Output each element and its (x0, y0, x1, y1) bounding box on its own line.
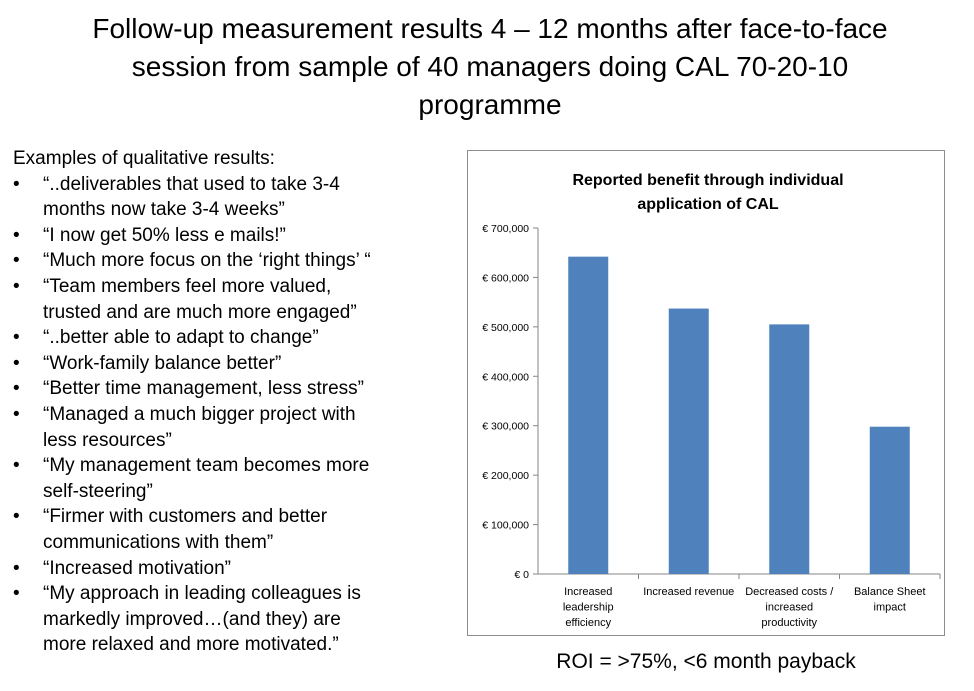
bullet-marker: • (13, 506, 20, 528)
x-category-label: Increased (564, 586, 612, 598)
qualitative-results-panel: Examples of qualitative results: • “..del… (13, 146, 453, 658)
quote-list-item: • “I now get 50% less e mails!” (13, 223, 453, 249)
bullet-marker: • (13, 455, 20, 477)
quote-list-item: • “..deliverables that used to take 3-4 mo… (13, 172, 453, 223)
quote-list-item: • “Better time management, less stress” (13, 376, 453, 402)
x-category-label: impact (874, 602, 906, 614)
quote-text-line: “Managed a much bigger project with (43, 403, 356, 425)
quote-text-line: “..deliverables that used to take 3-4 (43, 173, 340, 195)
quote-list-item: • “Managed a much bigger project with less… (13, 402, 453, 453)
quote-text-line: trusted and are much more engaged” (43, 301, 357, 323)
x-category-label: Decreased costs / (745, 586, 834, 598)
quote-text-line: markedly improved…(and they) are (43, 608, 341, 630)
chart-container: Reported benefit through individual appli… (467, 150, 945, 636)
x-category-label: Balance Sheet (854, 586, 926, 598)
y-tick-label: € 100,000 (482, 520, 529, 532)
y-tick-label: € 600,000 (482, 272, 529, 284)
quote-text-line: “Much more focus on the ‘right things’ “ (43, 250, 371, 272)
x-category-label: leadership (563, 602, 614, 614)
quote-text-line: “Firmer with customers and better (43, 506, 328, 528)
bullet-marker: • (13, 327, 20, 349)
slide-title-line: programme (418, 89, 562, 120)
quote-list-item: • “My approach in leading colleagues is ma… (13, 581, 453, 658)
quote-text-line: self-steering” (43, 480, 153, 502)
quote-list-item: • “Work-family balance better” (13, 351, 453, 377)
quote-text-line: “Work-family balance better” (43, 352, 282, 374)
x-category-label: efficiency (565, 617, 611, 629)
quote-list-item: • “Increased motivation” (13, 556, 453, 582)
bullet-marker: • (13, 557, 20, 579)
bullet-marker: • (13, 275, 20, 297)
quote-text-line: “My management team becomes more (43, 455, 370, 477)
quote-text-line: more relaxed and more motivated.” (43, 634, 339, 656)
bullet-marker: • (13, 583, 20, 605)
quote-text-line: “..better able to adapt to change” (43, 327, 319, 349)
slide-title-line: Follow-up measurement results 4 – 12 mon… (92, 13, 888, 44)
bar (668, 308, 709, 574)
qualitative-intro: Examples of qualitative results: (13, 148, 275, 169)
chart-title-line: application of CAL (637, 196, 779, 213)
benefit-bar-chart: Reported benefit through individual appli… (482, 172, 941, 629)
roi-summary: ROI = >75%, <6 month payback (556, 650, 856, 673)
bullet-marker: • (13, 403, 20, 425)
quote-list-item: • “Much more focus on the ‘right things’ … (13, 248, 453, 274)
bullet-marker: • (13, 250, 20, 272)
quote-text-line: “My approach in leading colleagues is (43, 583, 361, 605)
y-tick-label: € 400,000 (482, 371, 529, 383)
x-category-label: productivity (761, 617, 817, 629)
y-tick-label: € 700,000 (482, 223, 529, 235)
quote-list-item: • “Team members feel more valued, trusted … (13, 274, 453, 325)
bar (769, 324, 810, 574)
quote-list-item: • “..better able to adapt to change” (13, 325, 453, 351)
quote-text-line: communications with them” (43, 531, 274, 553)
quote-text-line: “Better time management, less stress” (43, 378, 364, 400)
bullet-marker: • (13, 224, 20, 246)
bullet-marker: • (13, 352, 20, 374)
slide-title-line: session from sample of 40 managers doing… (131, 51, 849, 82)
bar (568, 256, 609, 574)
quote-list-item: • “Firmer with customers and better commun… (13, 504, 453, 555)
bullet-marker: • (13, 173, 20, 195)
quote-text-line: less resources” (43, 429, 172, 451)
slide-title: Follow-up measurement results 4 – 12 mon… (20, 10, 960, 124)
y-tick-label: € 200,000 (482, 470, 529, 482)
qualitative-results-list: • “..deliverables that used to take 3-4 mo… (13, 172, 453, 658)
x-category-label: increased (765, 602, 813, 614)
quote-text-line: “I now get 50% less e mails!” (43, 224, 286, 246)
y-tick-label: € 500,000 (482, 322, 529, 334)
x-category-label: Increased revenue (643, 586, 734, 598)
quote-text-line: months now take 3-4 weeks” (43, 199, 285, 221)
bar (869, 426, 910, 574)
quote-list-item: • “My management team becomes more self-st… (13, 453, 453, 504)
bullet-marker: • (13, 378, 20, 400)
quote-text-line: “Increased motivation” (43, 557, 231, 579)
quote-text-line: “Team members feel more valued, (43, 275, 332, 297)
chart-title-line: Reported benefit through individual (572, 172, 843, 189)
y-tick-label: € 0 (514, 569, 529, 581)
y-tick-label: € 300,000 (482, 421, 529, 433)
